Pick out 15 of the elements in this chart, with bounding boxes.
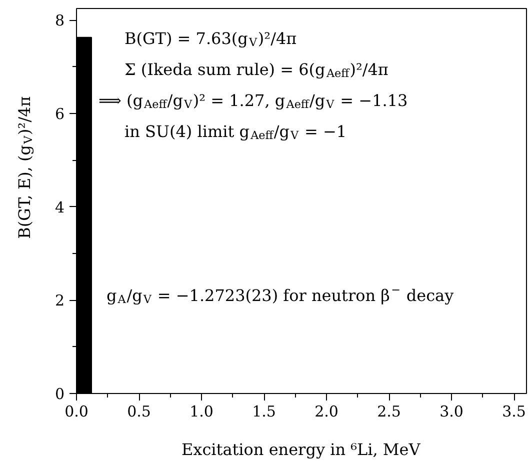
y-axis-title: B(GT, E), (gV)²/4π: [15, 96, 35, 239]
y-tick-label: 4: [54, 198, 65, 216]
x-tick-label: 0.5: [127, 402, 151, 420]
x-tick-label: 0.0: [64, 402, 88, 420]
x-axis-title: Excitation energy in ⁶Li, MeV: [181, 440, 421, 459]
y-tick-label: 8: [54, 12, 65, 30]
x-tick-label: 3.5: [502, 402, 526, 420]
x-tick-label: 2.0: [314, 402, 338, 420]
x-tick-label: 3.0: [440, 402, 464, 420]
y-tick-label: 0: [54, 385, 65, 403]
y-tick-label: 2: [54, 292, 65, 310]
x-tick-label: 2.5: [377, 402, 401, 420]
x-tick-label: 1.0: [190, 402, 214, 420]
y-tick-label: 6: [54, 105, 65, 123]
x-tick-label: 1.5: [252, 402, 276, 420]
